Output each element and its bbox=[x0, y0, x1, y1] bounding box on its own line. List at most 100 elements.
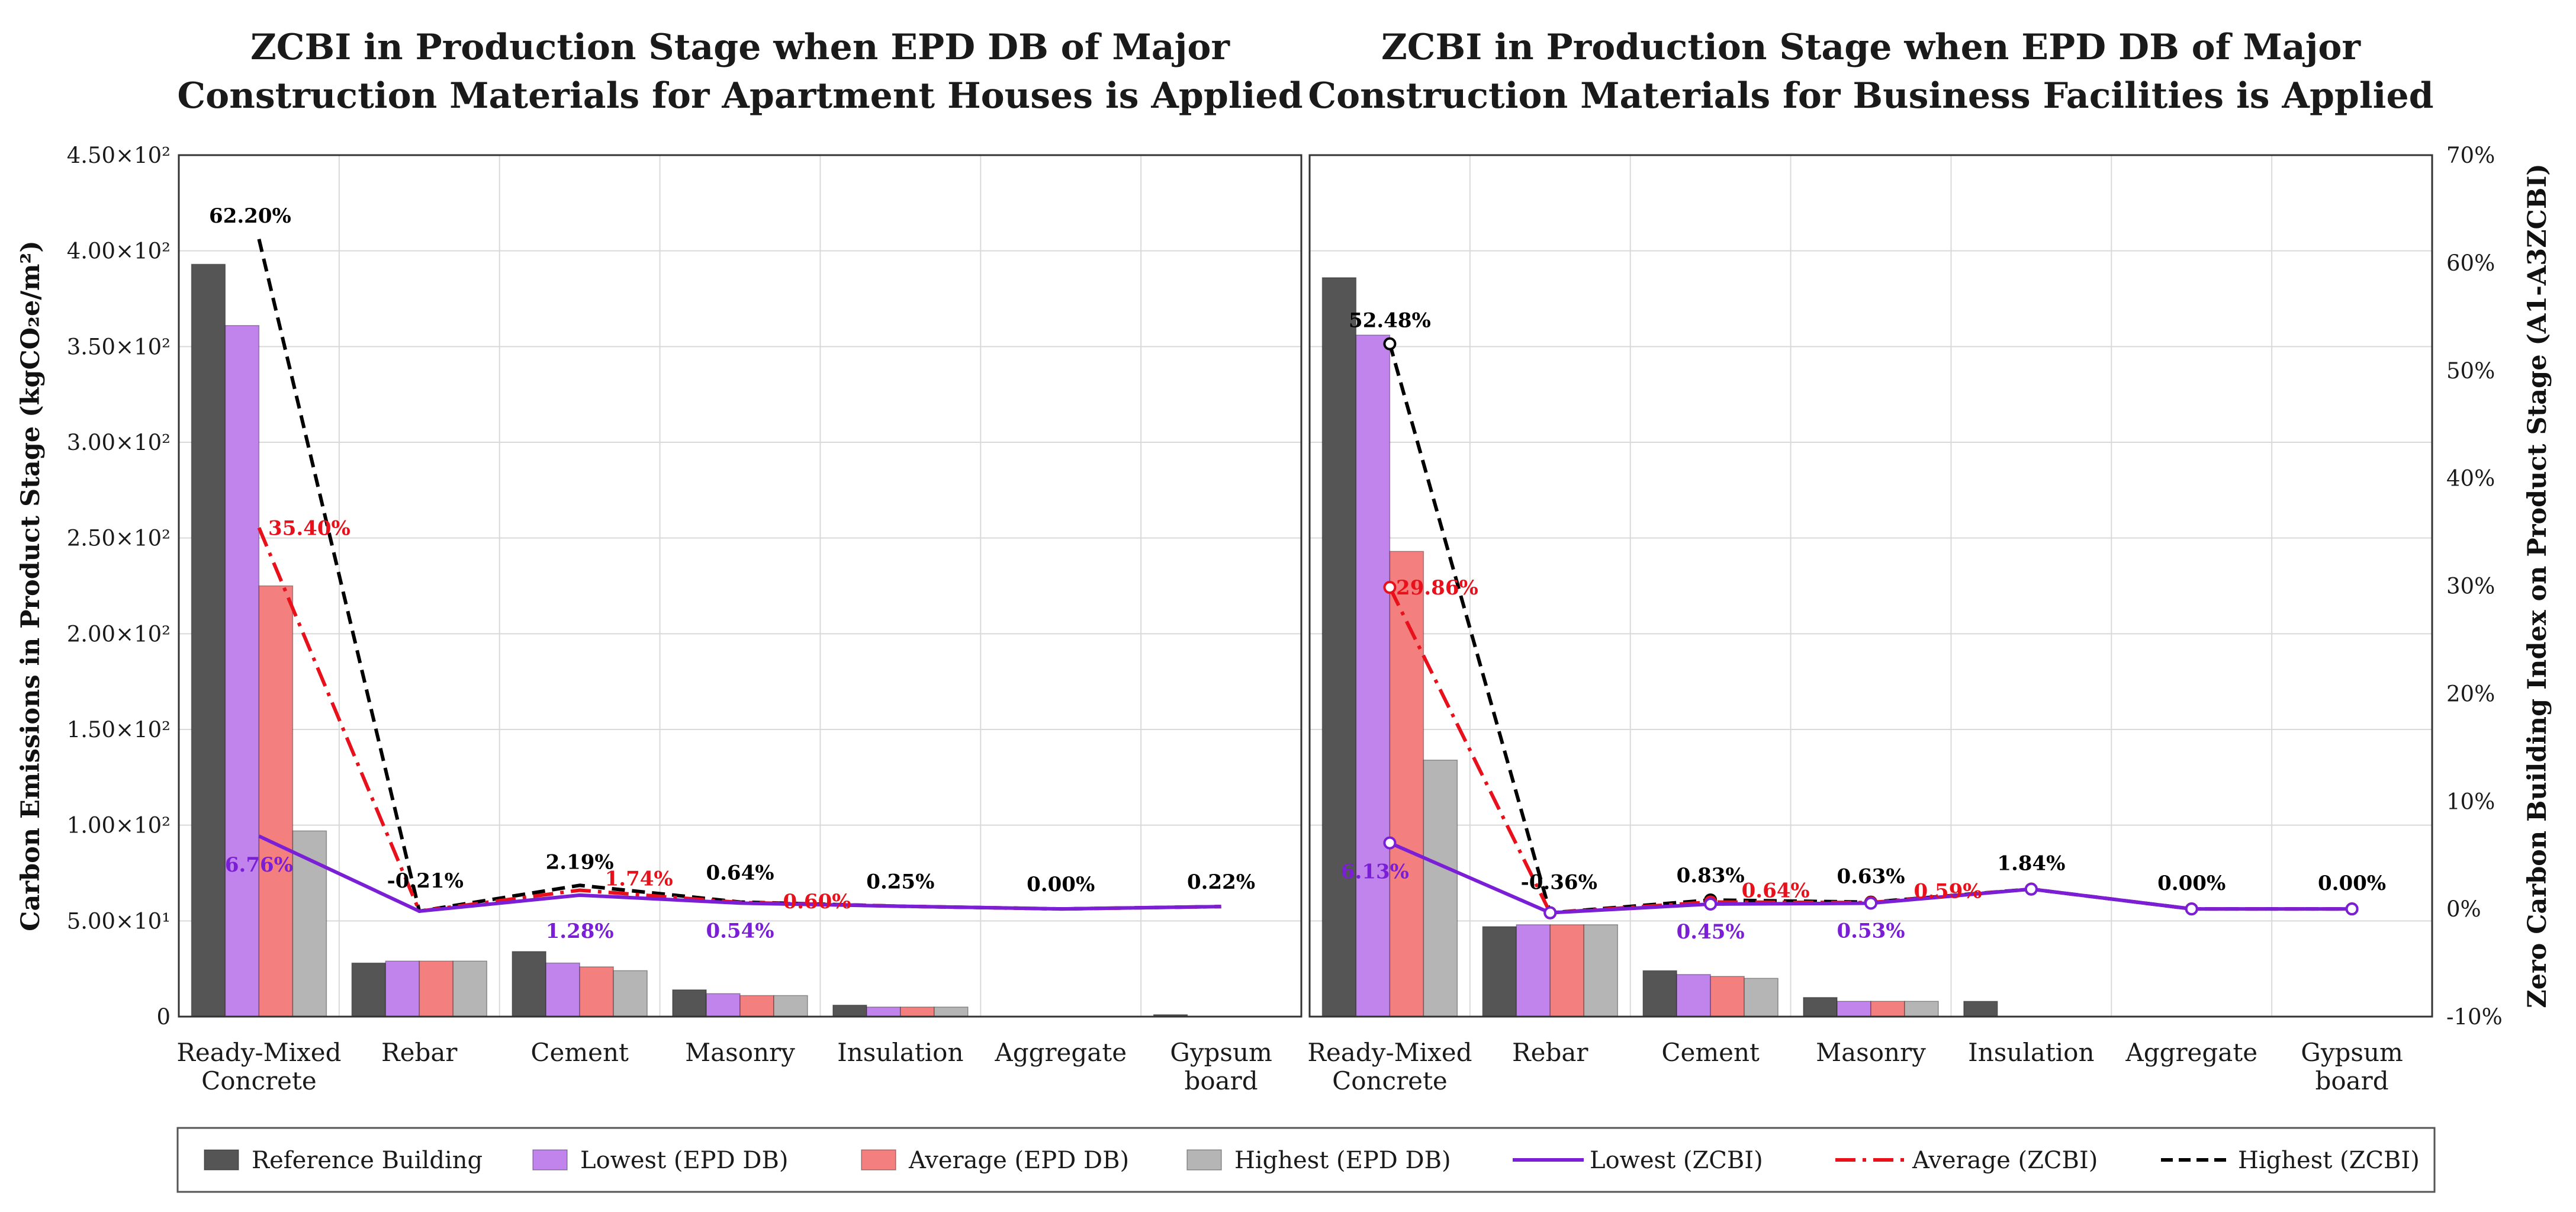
legend-swatch-highest-db bbox=[1186, 1149, 1222, 1171]
bar-lowest-db bbox=[545, 962, 580, 1017]
data-label: 0.64% bbox=[1742, 879, 1810, 902]
data-label: 29.86% bbox=[1396, 576, 1478, 600]
plot-frame bbox=[1308, 154, 2433, 1018]
data-label: 2.19% bbox=[546, 850, 614, 874]
data-label: 0.64% bbox=[706, 861, 774, 885]
marker-lowest-zcbi bbox=[2024, 882, 2038, 896]
data-label: 6.13% bbox=[1341, 860, 1409, 884]
category-label: Ready-Mixed bbox=[176, 1038, 341, 1067]
category-label: Rebar bbox=[1512, 1038, 1588, 1067]
category-label: Cement bbox=[530, 1038, 629, 1067]
bar-highest-db bbox=[1904, 1001, 1939, 1017]
line-average-zcbi bbox=[257, 527, 1221, 913]
bar-average-db bbox=[1549, 924, 1585, 1017]
line-highest-zcbi bbox=[1388, 343, 2352, 915]
category-label: Masonry bbox=[685, 1038, 795, 1067]
data-label: 35.40% bbox=[268, 516, 350, 540]
marker-lowest-zcbi bbox=[1383, 836, 1397, 850]
marker-lowest-zcbi bbox=[2345, 902, 2359, 916]
bar-lowest-db bbox=[224, 325, 260, 1017]
marker-lowest-zcbi bbox=[1864, 896, 1877, 910]
y-right-tick-label: 50% bbox=[2446, 358, 2495, 384]
bar-reference bbox=[1482, 926, 1517, 1017]
data-label: 0.25% bbox=[866, 870, 934, 894]
line-average-zcbi bbox=[1388, 586, 2352, 915]
data-label: 0.59% bbox=[1913, 879, 1982, 903]
bar-lowest-db bbox=[1837, 1001, 1871, 1017]
data-label: 0.22% bbox=[1187, 870, 1255, 894]
bar-highest-db bbox=[292, 830, 327, 1017]
category-label: Cement bbox=[1661, 1038, 1760, 1067]
y-left-tick-label: 4.50×10² bbox=[67, 143, 171, 168]
category-label: Aggregate bbox=[2125, 1038, 2257, 1067]
gridlines bbox=[179, 155, 2432, 1017]
bar-reference bbox=[672, 989, 707, 1017]
category-label: board bbox=[1184, 1066, 1258, 1095]
category-label: Insulation bbox=[837, 1038, 963, 1067]
data-label: 1.28% bbox=[546, 920, 614, 943]
y-right-axis-title: Zero Carbon Building Index on Product St… bbox=[2523, 163, 2552, 1008]
data-label: 0.63% bbox=[1837, 865, 1905, 889]
bar-average-db bbox=[419, 960, 454, 1017]
bar-lowest-db bbox=[866, 1007, 901, 1017]
data-label: 1.74% bbox=[605, 867, 673, 890]
data-label: -0.36% bbox=[1521, 871, 1597, 895]
data-label: 0.00% bbox=[1027, 873, 1095, 896]
data-label: 0.83% bbox=[1677, 864, 1745, 888]
legend-label: Average (EPD DB) bbox=[908, 1147, 1129, 1174]
marker-lowest-zcbi bbox=[1543, 906, 1557, 920]
plot-frames bbox=[178, 154, 2433, 1018]
bar-reference bbox=[832, 1004, 867, 1017]
chart-title-line: Construction Materials for Business Faci… bbox=[1308, 75, 2433, 117]
bar-reference bbox=[1321, 277, 1357, 1017]
y-right-tick-label: 30% bbox=[2446, 574, 2495, 599]
legend-label: Reference Building bbox=[252, 1147, 483, 1174]
bar-highest-db bbox=[1744, 978, 1779, 1017]
line-lowest-zcbi bbox=[258, 834, 1221, 913]
data-labels: 62.20% 35.40% 6.76% -0.21% 2.19%1.74% 1.28% 0.… bbox=[209, 204, 2386, 944]
bar-reference bbox=[1803, 996, 1838, 1017]
legend-label: Lowest (EPD DB) bbox=[580, 1147, 788, 1174]
legend-label: Average (ZCBI) bbox=[1912, 1147, 2098, 1174]
bar-average-db bbox=[900, 1007, 935, 1017]
bar-lowest-db bbox=[706, 993, 741, 1017]
data-label: 0.60% bbox=[783, 890, 851, 914]
bar-highest-db bbox=[1583, 924, 1619, 1017]
bar-reference bbox=[512, 951, 546, 1017]
category-label: Masonry bbox=[1816, 1038, 1926, 1067]
category-label: Ready-Mixed bbox=[1307, 1038, 1472, 1067]
bar-highest-db bbox=[773, 995, 808, 1017]
bar-highest-db bbox=[934, 1007, 969, 1017]
data-label: 6.76% bbox=[225, 853, 293, 877]
bar-average-db bbox=[1870, 1001, 1905, 1017]
bar-highest-db bbox=[452, 960, 488, 1017]
bar-average-db bbox=[1710, 976, 1745, 1017]
y-right-tick-label: 60% bbox=[2446, 250, 2495, 276]
bar-lowest-db bbox=[1355, 335, 1391, 1017]
bar-average-db bbox=[739, 995, 774, 1017]
y-left-tick-label: 1.50×10² bbox=[67, 717, 171, 742]
chart-title-line: ZCBI in Production Stage when EPD DB of … bbox=[1381, 27, 2361, 68]
category-label: Concrete bbox=[1332, 1066, 1448, 1095]
y-left-axis-title: Carbon Emissions in Product Stage (kgCO₂… bbox=[16, 240, 46, 931]
category-label: Rebar bbox=[381, 1038, 458, 1067]
bar-reference bbox=[1642, 970, 1677, 1017]
y-left-tick-label: 3.00×10² bbox=[67, 430, 171, 455]
data-label: 0.45% bbox=[1677, 920, 1745, 944]
marker-average-zcbi bbox=[1383, 581, 1397, 594]
data-label: 0.54% bbox=[706, 919, 774, 943]
y-right-tick-label: -10% bbox=[2446, 1004, 2503, 1030]
legend-label: Highest (EPD DB) bbox=[1234, 1147, 1451, 1174]
y-left-tick-label: 1.00×10² bbox=[67, 813, 171, 838]
data-label: 0.00% bbox=[2318, 872, 2386, 895]
category-label: Insulation bbox=[1968, 1038, 2094, 1067]
legend-swatch-reference bbox=[204, 1149, 239, 1171]
chart-titles: ZCBI in Production Stage when EPD DB of … bbox=[177, 27, 2433, 117]
bar-highest-db bbox=[1423, 759, 1458, 1017]
bar-highest-db bbox=[613, 970, 648, 1017]
bar-lowest-db bbox=[385, 960, 420, 1017]
bar-reference bbox=[1963, 1001, 1998, 1017]
legend-swatch-lowest-db bbox=[532, 1149, 568, 1171]
